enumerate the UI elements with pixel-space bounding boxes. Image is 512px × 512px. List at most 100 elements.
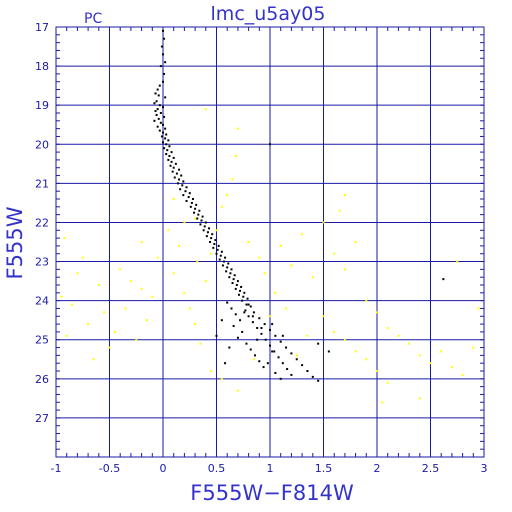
star-point [202,229,205,232]
star-point [317,379,320,382]
faint-star-point [322,221,325,224]
faint-star-point [194,323,197,326]
star-point [266,362,269,365]
x-tick-label: 3 [481,462,488,475]
faint-star-point [87,323,90,326]
star-point [195,203,198,206]
star-point [228,346,231,349]
star-point [273,350,276,353]
faint-star-point [204,108,207,111]
star-point [198,209,201,212]
star-point [251,315,254,318]
star-point [224,362,227,365]
faint-star-point [354,350,357,353]
faint-star-point [236,389,239,392]
star-point [245,342,248,345]
faint-star-point [397,334,400,337]
faint-star-point [376,311,378,314]
faint-star-point [301,233,304,236]
corner-label: PC [84,11,102,27]
y-tick-label: 24 [35,295,49,308]
x-tick-label: 2 [374,462,381,475]
star-point [215,252,218,255]
star-point [235,284,238,286]
grid-lines [55,26,485,457]
star-point [269,143,271,146]
faint-star-point [97,284,100,286]
star-point [224,256,227,259]
faint-star-point [210,370,213,372]
star-point [240,285,243,288]
x-tick-label: 0.5 [208,462,226,475]
faint-star-point [113,330,116,333]
faint-star-point [76,272,79,275]
faint-star-point [386,327,389,329]
star-point [218,258,221,261]
star-point [249,348,252,351]
faint-star-point [429,362,432,365]
star-point [199,223,202,226]
y-tick-label: 27 [35,412,49,425]
star-point [203,225,206,228]
star-point [237,293,240,296]
faint-star-point [129,280,132,283]
faint-star-point [333,252,336,255]
faint-star-point [269,315,271,318]
faint-star-point [450,366,453,369]
star-point [290,352,293,355]
faint-star-point [135,338,138,341]
star-point [162,53,164,56]
star-point [247,303,250,306]
star-point [167,158,170,161]
star-point [160,45,163,48]
faint-star-point [145,319,148,322]
star-point [170,151,173,154]
faint-star-point [258,256,261,259]
y-tick-label: 21 [35,177,49,190]
faint-star-point [194,217,197,220]
star-point [277,356,280,359]
y-tick-label: 17 [35,21,49,34]
star-point [220,250,223,253]
star-point [241,299,244,302]
faint-star-point [63,237,66,240]
star-point [170,160,173,163]
faint-star-point [472,346,475,349]
star-point [197,213,200,216]
star-point [243,291,246,294]
faint-star-point [108,346,111,349]
x-tick-label: -0.5 [99,462,120,475]
faint-star-point [156,256,159,259]
star-point [256,327,259,329]
faint-star-point [124,307,127,310]
faint-star-point [210,252,213,255]
faint-star-point [461,373,464,376]
star-point [301,364,304,367]
star-point [157,94,160,97]
faint-star-point [140,287,143,290]
star-point [230,307,233,310]
faint-star-point [220,205,223,208]
star-point [160,135,163,138]
star-point [247,315,250,318]
star-point [162,123,164,126]
data-points [60,29,480,404]
faint-star-point [343,338,346,341]
star-point [260,332,263,335]
faint-star-point [234,155,237,157]
star-point [260,327,263,329]
faint-star-point [290,264,293,267]
star-point [158,84,161,87]
faint-star-point [376,370,378,372]
star-point [158,104,161,107]
star-point [162,106,164,109]
star-point [442,278,445,281]
x-tick-label: 1 [267,462,274,475]
star-point [219,254,222,257]
star-point [165,133,168,136]
star-point [232,278,235,281]
faint-star-point [365,358,368,361]
star-point [212,246,215,249]
faint-star-point [188,307,191,310]
star-point [227,262,230,265]
